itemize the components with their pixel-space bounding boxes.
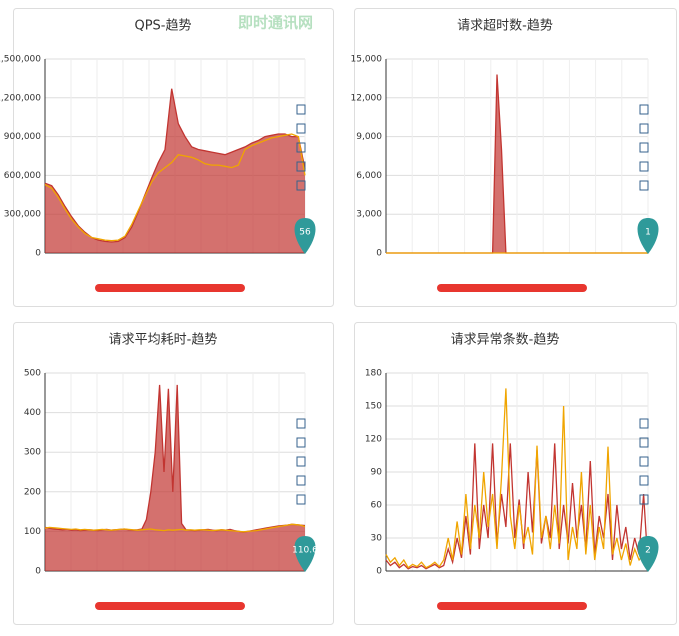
toolbox-icon[interactable] bbox=[639, 180, 649, 191]
legend-redacted bbox=[437, 284, 587, 292]
y-tick-label: 150 bbox=[365, 402, 382, 412]
chart-panel: QPS-趋势 0 300,000 600,000 900,000 1,200,000 1,5… bbox=[0, 8, 334, 307]
chart-title: 请求超时数-趋势 bbox=[457, 18, 553, 34]
toolbox-icon[interactable] bbox=[296, 161, 306, 172]
toolbox-icon[interactable] bbox=[296, 123, 306, 134]
toolbox-icon[interactable] bbox=[296, 418, 306, 429]
mark-pin bbox=[637, 536, 659, 572]
toolbox-icon[interactable] bbox=[296, 437, 306, 448]
toolbox-icon[interactable] bbox=[296, 456, 306, 467]
y-tick-label: 30 bbox=[371, 534, 383, 544]
toolbox-icon[interactable] bbox=[639, 456, 649, 467]
toolbox-icon[interactable] bbox=[639, 142, 649, 153]
mark-pin-label: 110.6 bbox=[292, 546, 318, 556]
y-tick-label: 3,000 bbox=[356, 210, 382, 220]
y-tick-label: 120 bbox=[365, 435, 382, 445]
chart-title: 请求异常条数-趋势 bbox=[451, 332, 560, 348]
legend-redacted bbox=[437, 602, 587, 610]
chart-panel: 请求超时数-趋势 0 3,000 6,000 9,000 12,000 15,000 1 bbox=[351, 8, 677, 307]
panel bbox=[354, 322, 677, 625]
toolbox-icon[interactable] bbox=[639, 123, 649, 134]
toolbox-icon[interactable] bbox=[296, 142, 306, 153]
toolbox-icon[interactable] bbox=[639, 418, 649, 429]
series-line bbox=[44, 133, 306, 242]
toolbox-icon[interactable] bbox=[639, 104, 649, 115]
series-line bbox=[385, 388, 649, 569]
mark-pin bbox=[294, 536, 316, 572]
y-tick-label: 300 bbox=[24, 448, 41, 458]
y-tick-label: 180 bbox=[365, 369, 382, 379]
panel bbox=[354, 8, 677, 307]
toolbox-icon[interactable] bbox=[296, 494, 306, 505]
y-tick-label: 0 bbox=[376, 567, 382, 577]
series-area bbox=[45, 384, 305, 571]
chart-panel: 请求异常条数-趋势 0 30 60 90 120 150 180 2 bbox=[354, 322, 677, 625]
y-tick-label: 60 bbox=[371, 501, 383, 511]
chart-title: 请求平均耗时-趋势 bbox=[109, 332, 218, 348]
y-tick-label: 1,500,000 bbox=[0, 55, 41, 65]
series-area bbox=[45, 88, 305, 253]
mark-pin bbox=[294, 218, 316, 254]
toolbox-icon[interactable] bbox=[639, 161, 649, 172]
toolbox-icon[interactable] bbox=[639, 475, 649, 486]
y-tick-label: 900,000 bbox=[4, 132, 41, 142]
series-line bbox=[44, 523, 306, 533]
y-tick-label: 12,000 bbox=[351, 93, 383, 103]
chart-panel: 请求平均耗时-趋势 0 100 200 300 400 500 110.6 bbox=[13, 322, 334, 625]
mark-pin-label: 2 bbox=[645, 546, 651, 556]
y-tick-label: 300,000 bbox=[4, 210, 41, 220]
y-tick-label: 9,000 bbox=[356, 132, 382, 142]
y-tick-label: 0 bbox=[376, 249, 382, 259]
y-tick-label: 200 bbox=[24, 487, 41, 497]
y-tick-label: 400 bbox=[24, 408, 41, 418]
toolbox-icon[interactable] bbox=[296, 104, 306, 115]
y-tick-label: 0 bbox=[35, 567, 41, 577]
legend-redacted bbox=[95, 284, 245, 292]
chart-title: QPS-趋势 bbox=[134, 18, 191, 34]
watermark: 即时通讯网 bbox=[238, 14, 313, 32]
toolbox-icon[interactable] bbox=[639, 437, 649, 448]
y-tick-label: 100 bbox=[24, 527, 41, 537]
mark-pin-label: 1 bbox=[645, 228, 651, 238]
toolbox-icon[interactable] bbox=[296, 180, 306, 191]
mark-pin bbox=[637, 218, 659, 254]
y-tick-label: 15,000 bbox=[351, 55, 383, 65]
legend-redacted bbox=[95, 602, 245, 610]
y-tick-label: 1,200,000 bbox=[0, 93, 41, 103]
y-tick-label: 500 bbox=[24, 369, 41, 379]
y-tick-label: 90 bbox=[371, 468, 383, 478]
y-tick-label: 6,000 bbox=[356, 171, 382, 181]
y-tick-label: 0 bbox=[35, 249, 41, 259]
mark-pin-label: 56 bbox=[299, 228, 311, 238]
toolbox-icon[interactable] bbox=[296, 475, 306, 486]
toolbox-icon[interactable] bbox=[639, 494, 649, 505]
y-tick-label: 600,000 bbox=[4, 171, 41, 181]
